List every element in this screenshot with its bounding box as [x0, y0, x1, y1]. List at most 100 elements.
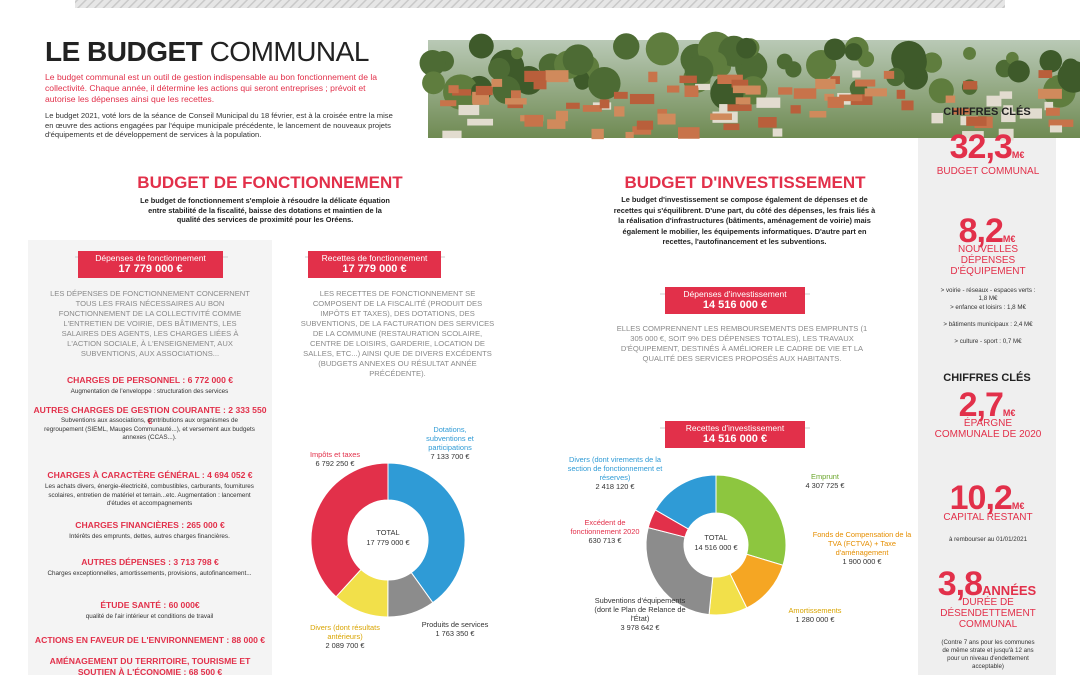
ribbon-amount: 14 516 000 €	[702, 299, 768, 311]
house	[452, 89, 472, 96]
ribbon-amount: 17 779 000 €	[342, 263, 407, 275]
tree	[736, 37, 757, 59]
slice-name: Excédent de fonctionnement 2020	[570, 518, 640, 536]
house	[657, 109, 668, 118]
section-subtitle: Le budget d'investissement se compose ég…	[613, 195, 876, 246]
item-title: AUTRES CHARGES DE GESTION COURANTE : 2 3…	[33, 405, 267, 426]
house	[566, 102, 580, 109]
house	[855, 79, 876, 87]
house	[883, 70, 895, 79]
house	[657, 113, 676, 125]
tree	[1057, 60, 1080, 93]
house	[533, 80, 547, 90]
section-title: BUDGET DE FONCTIONNEMENT	[137, 173, 403, 192]
ribbon-label: Dépenses de fonctionnement	[95, 253, 206, 263]
slice-label: Impôts et taxes 6 792 250 €	[300, 450, 370, 468]
house	[723, 123, 740, 131]
donut-hole	[348, 500, 428, 580]
key-value: 3,8	[937, 565, 983, 603]
tree	[1007, 60, 1030, 83]
tree	[824, 38, 846, 61]
house	[1044, 101, 1054, 111]
item-text: Augmentation de l'enveloppe : structurat…	[70, 388, 229, 395]
house	[599, 99, 610, 109]
key-row: 8,2M€	[918, 212, 1056, 251]
slice-amount: 1 280 000 €	[795, 615, 835, 624]
slice-name: Fonds de Compensation de la TVA (FCTVA) …	[812, 530, 912, 557]
donut-total: 17 779 000 €	[366, 538, 410, 547]
house	[962, 131, 984, 139]
key-value: 8,2	[958, 212, 1004, 250]
house	[1045, 107, 1060, 116]
key-note: (Contre 7 ans pour les communes de même …	[941, 639, 1035, 670]
house	[613, 91, 628, 99]
donut-hole	[684, 513, 748, 577]
left-panel	[28, 240, 272, 675]
photo	[419, 31, 1080, 141]
item-title: CHARGES À CARACTÈRE GÉNÉRAL : 4 694 052 …	[47, 470, 253, 480]
house	[1038, 70, 1053, 79]
ribbon-label: Recettes de fonctionnement	[321, 253, 428, 263]
house	[491, 78, 503, 87]
house	[467, 118, 494, 126]
slice-amount: 1 763 350 €	[435, 629, 475, 638]
house	[648, 71, 658, 83]
house	[510, 90, 521, 99]
key-note: à rembourser au 01/01/2021	[948, 536, 1028, 543]
house	[684, 85, 699, 98]
house	[679, 75, 697, 84]
item-title: CHARGES FINANCIÈRES : 265 000 €	[75, 520, 225, 530]
tree	[422, 71, 445, 95]
title: LE BUDGET COMMUNAL	[45, 36, 369, 68]
house	[1003, 105, 1013, 113]
key-unit: M€	[1011, 150, 1025, 160]
house	[695, 83, 711, 91]
ribbon: Recettes d'investissement 14 516 000 €	[665, 421, 805, 448]
house	[756, 97, 781, 108]
item-text: Subventions aux associations, contributi…	[44, 417, 255, 441]
house	[901, 100, 914, 111]
tree	[844, 43, 863, 61]
key-note: > enfance et loisirs : 1,8 M€	[950, 304, 1026, 311]
house	[632, 126, 652, 135]
slice-amount: 2 089 700 €	[325, 641, 365, 650]
house	[1038, 88, 1062, 99]
house	[809, 110, 827, 118]
house	[931, 112, 944, 124]
ribbon-amount: 17 779 000 €	[118, 263, 183, 275]
item-text: Charges exceptionnelles, amortissements,…	[47, 570, 252, 577]
house	[547, 119, 566, 129]
house	[629, 93, 655, 105]
house	[472, 91, 487, 104]
slice-name: Subventions d'équipements (dont le Plan …	[594, 596, 686, 623]
intro: Le budget communal est un outil de gesti…	[45, 72, 378, 104]
ribbon: Dépenses d'investissement 14 516 000 €	[665, 287, 805, 314]
key-note: > culture - sport : 0,7 M€	[954, 338, 1022, 345]
slice-label: Subventions d'équipements (dont le Plan …	[590, 596, 690, 632]
tree	[1039, 49, 1063, 73]
house	[790, 105, 801, 114]
house	[582, 105, 602, 112]
house	[896, 89, 906, 99]
tree	[645, 32, 679, 66]
slice-name: Amortissements	[788, 606, 842, 615]
slice-label: Produits de services 1 763 350 €	[400, 620, 510, 638]
house	[827, 96, 844, 108]
house	[758, 117, 777, 128]
slice-amount: 7 133 700 €	[430, 452, 470, 461]
house	[727, 104, 752, 111]
item-text: qualité de l'air intérieur et conditions…	[85, 613, 214, 620]
slice-label: Divers (dont résultats antérieurs) 2 089 …	[300, 623, 390, 650]
slice-name: Impôts et taxes	[309, 450, 361, 459]
house	[710, 113, 732, 120]
key-label: CAPITAL RESTANT	[943, 512, 1033, 523]
tree	[613, 33, 640, 60]
house	[636, 120, 654, 130]
house	[963, 81, 978, 90]
house	[666, 85, 680, 93]
house	[545, 70, 569, 83]
house	[442, 130, 462, 139]
slice-label: Excédent de fonctionnement 2020 630 713 €	[565, 518, 645, 545]
